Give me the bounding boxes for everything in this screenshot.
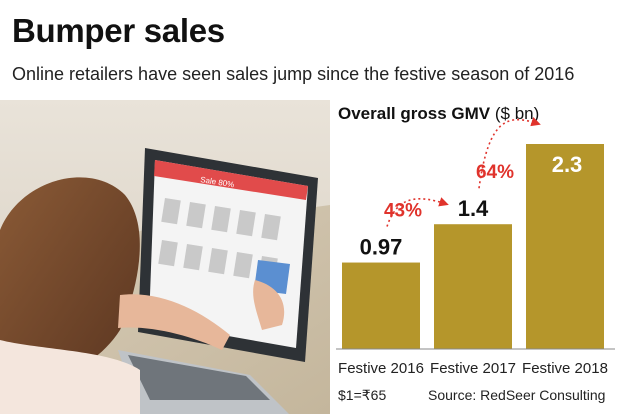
chart-title: Overall gross GMV ($ bn) (338, 104, 539, 124)
category-label: Festive 2017 (430, 360, 516, 377)
category-label: Festive 2016 (338, 360, 424, 377)
value-label: 2.3 (552, 152, 583, 177)
source-note: Source: RedSeer Consulting (428, 387, 606, 403)
headline: Bumper sales (12, 12, 225, 49)
bar-festive-2017 (434, 224, 512, 349)
growth-arrow (478, 117, 541, 189)
bar-festive-2018 (526, 144, 604, 349)
bar-festive-2016 (342, 262, 420, 349)
chart-title-text: Overall gross GMV (338, 104, 491, 123)
exchange-rate-note: $1=₹65 (338, 387, 387, 403)
subheadline: Online retailers have seen sales jump si… (12, 64, 575, 84)
chart-title-unit: ($ bn) (494, 104, 540, 123)
value-label: 0.97 (360, 235, 403, 260)
value-label: 1.4 (458, 196, 489, 221)
growth-arrow (386, 197, 449, 227)
photo-woman-with-laptop: Sale 80% (0, 100, 330, 414)
screen-banner (154, 160, 308, 200)
gmv-bar-chart: 0.97 Festive 2016 1.4 Festive 2017 2.3 Festiv… (336, 117, 615, 377)
growth-label: 64% (476, 162, 514, 183)
photo-illustration: Sale 80% (0, 100, 330, 414)
category-label: Festive 2018 (522, 360, 608, 377)
growth-label: 43% (384, 201, 422, 222)
